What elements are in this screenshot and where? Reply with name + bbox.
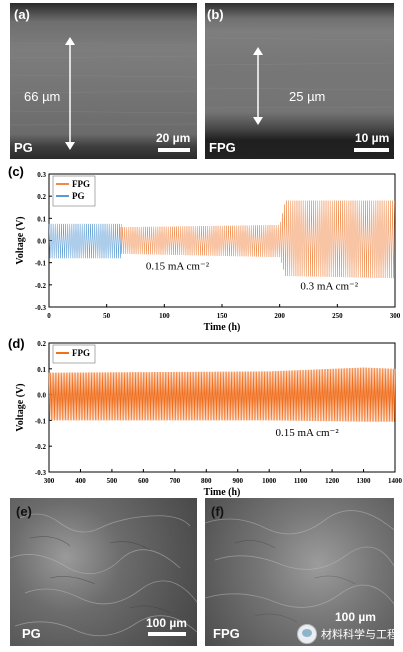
scale-bar-e [148,632,186,636]
sample-label-e: PG [22,626,41,641]
y-tick-label: 0.0 [37,238,46,246]
y-tick-label: 0.2 [37,193,46,201]
scale-bar-a [158,148,190,152]
x-tick-label: 200 [274,312,285,320]
sem-image-a: (a) 66 µm PG 20 µm [10,3,197,159]
sem-image-b: (b) 25 µm FPG 10 µm [205,3,394,159]
x-tick-label: 400 [75,477,86,485]
sample-label-f: FPG [213,626,240,641]
y-tick-label: -0.1 [35,260,47,268]
thickness-label-a: 66 µm [24,89,61,104]
scale-label-b: 10 µm [355,131,390,145]
y-tick-label: -0.3 [35,469,47,477]
x-tick-label: 900 [232,477,243,485]
legend-entry: PG [72,191,85,201]
watermark-text: 材料科学与工程 [321,628,398,641]
x-tick-label: 150 [217,312,228,320]
x-tick-label: 600 [138,477,149,485]
scale-bar-b [354,148,389,152]
thickness-label-b: 25 µm [289,89,326,104]
series-line-fpg [120,200,395,279]
legend-entry: FPG [72,179,90,189]
series-line-pg [48,223,122,259]
sem-texture-f [205,510,394,623]
sem-image-e: (e) PG 100 µm [10,498,197,646]
sem-image-f: (f) FPG 100 µm [205,498,394,646]
x-tick-label: 1400 [388,477,403,485]
x-tick-label: 1000 [262,477,277,485]
sample-label-b: FPG [209,140,236,155]
scale-label-a: 20 µm [156,131,191,145]
legend-box [52,175,96,207]
voltage-chart-d: (d) 300 400 500 600 700 800 900 1000 1100 1200 130… [8,336,403,498]
sem-texture-a [10,37,197,150]
series-line-fpg [48,367,396,422]
x-tick-label: 800 [201,477,212,485]
panel-label-b: (b) [207,7,224,22]
scale-label-f: 100 µm [335,610,376,624]
x-tick-label: 50 [103,312,111,320]
annotation: 0.15 mA cm⁻² [146,260,210,272]
panel-label-e: (e) [16,504,32,519]
x-tick-label: 0 [47,312,51,320]
wechat-logo-icon [297,624,317,644]
x-tick-label: 1200 [325,477,340,485]
y-tick-label: 0.1 [37,215,46,223]
watermark: 材料科学与工程 [297,624,398,644]
x-tick-label: 500 [107,477,118,485]
y-axis-label: Voltage (V) [15,383,26,431]
panel-label-d: (d) [8,336,25,351]
y-tick-label: -0.2 [35,282,47,290]
y-tick-label: 0.0 [37,392,46,400]
panel-label-a: (a) [14,7,30,22]
y-tick-label: 0.1 [37,366,46,374]
plot-frame [48,342,396,473]
sem-texture-e [10,513,197,637]
y-axis-label: Voltage (V) [15,216,26,264]
x-tick-label: 100 [159,312,170,320]
scale-label-e: 100 µm [146,616,187,630]
x-tick-label: 250 [332,312,343,320]
sample-label-a: PG [14,140,33,155]
legend: FPG [52,344,96,364]
y-tick-label: 0.2 [37,340,46,348]
panel-label-c: (c) [8,164,24,179]
y-tick-label: -0.1 [35,417,47,425]
annotation: 0.15 mA cm⁻² [275,427,339,439]
x-tick-label: 1100 [294,477,308,485]
x-axis-label: Time (h) [204,322,241,333]
x-tick-label: 1300 [357,477,372,485]
legend: FPG PG [52,175,96,207]
annotation: 0.3 mA cm⁻² [300,280,358,292]
panel-label-f: (f) [211,504,224,519]
y-tick-label: -0.2 [35,443,47,451]
y-tick-label: -0.3 [35,304,47,312]
legend-entry: FPG [72,348,90,358]
x-tick-label: 700 [170,477,181,485]
sem-texture-b [205,37,394,125]
x-tick-label: 300 [44,477,55,485]
x-tick-label: 300 [390,312,401,320]
legend-box [52,344,96,364]
y-tick-label: 0.3 [37,171,46,179]
voltage-chart-c: (c) 0 50 100 150 200 250 300 0.3 0.2 0.1 0.0 -0.1 -0… [8,164,401,333]
x-axis-label: Time (h) [204,487,241,498]
